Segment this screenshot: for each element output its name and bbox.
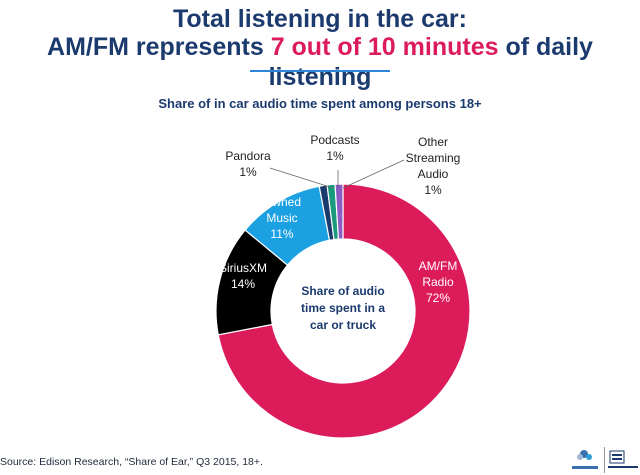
page-title: Total listening in the car: (172, 5, 467, 33)
slice-label-am-fm-radio: AM/FM Radio 72% (419, 259, 458, 305)
title-divider (250, 70, 390, 72)
leader-line-other-streaming-audio (342, 159, 405, 189)
source-note: Source: Edison Research, “Share of Ear,”… (0, 456, 263, 468)
title-accent: 7 out of 10 minutes (270, 33, 499, 61)
leader-line-pandora (269, 167, 334, 189)
slice-am-fm-radio (217, 183, 471, 439)
donut-center-label: Share of audio time spent in a car or truc… (301, 284, 385, 332)
brand-logos (572, 447, 638, 473)
title-prefix: AM/FM represents (47, 33, 271, 61)
chart-title: Share of in car audio time spent among p… (158, 96, 482, 111)
slice-label-podcasts: Podcasts 1% (310, 133, 359, 163)
westwood-one-logo (608, 450, 638, 468)
logo-divider (604, 447, 605, 473)
page-title-line2: AM/FM represents 7 out of 10 minutes of … (0, 32, 640, 92)
slice-label-siriusxm: SiriusXM 14% (219, 261, 267, 291)
slice-label-owned-music: Owned Music 11% (263, 195, 301, 241)
slice-label-other-streaming-audio: Other Streaming Audio 1% (406, 135, 461, 197)
slice-label-pandora: Pandora 1% (225, 149, 271, 179)
cumulus-logo (572, 450, 598, 469)
title-suffix: of daily listening (268, 33, 593, 91)
